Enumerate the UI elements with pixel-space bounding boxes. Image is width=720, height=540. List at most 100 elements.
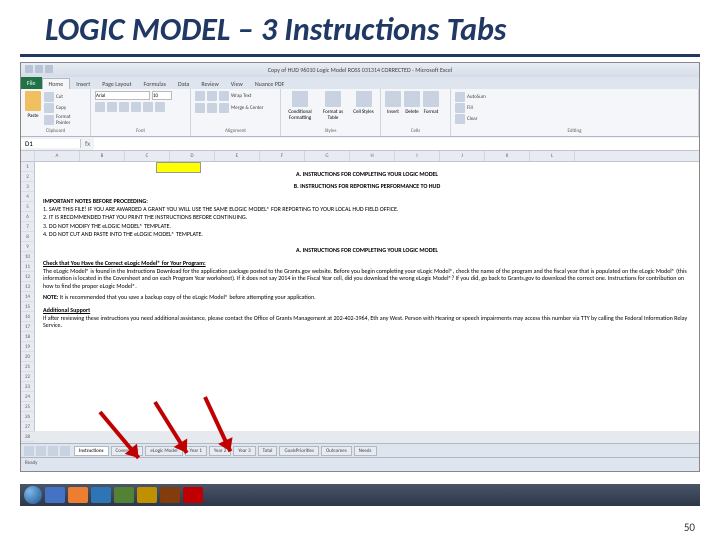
- row-header[interactable]: 12: [21, 272, 34, 282]
- col-header[interactable]: L: [530, 151, 575, 161]
- fill-button[interactable]: Fill: [455, 103, 694, 113]
- conditional-formatting-icon[interactable]: [292, 91, 308, 107]
- taskbar-app-icon[interactable]: [137, 487, 157, 503]
- sheet-tab[interactable]: Total: [258, 446, 278, 456]
- tab-view[interactable]: View: [225, 79, 249, 89]
- border-icon[interactable]: [131, 102, 141, 112]
- taskbar-app-icon[interactable]: [91, 487, 111, 503]
- row-header[interactable]: 9: [21, 242, 34, 252]
- cells-area[interactable]: ABCDEFGHIJKL 123456789101112131415161718…: [21, 151, 699, 431]
- tab-insert[interactable]: Insert: [70, 79, 96, 89]
- wrap-text-button[interactable]: Wrap Text: [231, 92, 251, 100]
- row-header[interactable]: 1: [21, 162, 34, 172]
- insert-cells-icon[interactable]: [385, 91, 401, 107]
- row-header[interactable]: 11: [21, 262, 34, 272]
- col-header[interactable]: F: [260, 151, 305, 161]
- row-header[interactable]: 23: [21, 382, 34, 392]
- col-header[interactable]: C: [125, 151, 170, 161]
- tab-data[interactable]: Data: [172, 79, 195, 89]
- tab-home[interactable]: Home: [42, 78, 71, 89]
- autosum-button[interactable]: AutoSum: [455, 92, 694, 102]
- cell-styles-icon[interactable]: [356, 91, 372, 107]
- col-header[interactable]: H: [350, 151, 395, 161]
- sheet-tab[interactable]: GoalsPriorities: [279, 446, 319, 456]
- taskbar-app-icon[interactable]: [183, 487, 203, 503]
- row-header[interactable]: 10: [21, 252, 34, 262]
- tab-page-layout[interactable]: Page Layout: [96, 79, 137, 89]
- align-top-icon[interactable]: [195, 91, 205, 101]
- row-header[interactable]: 16: [21, 312, 34, 322]
- row-header[interactable]: 19: [21, 342, 34, 352]
- last-sheet-icon[interactable]: [60, 446, 70, 456]
- row-header[interactable]: 3: [21, 182, 34, 192]
- row-header[interactable]: 24: [21, 392, 34, 402]
- copy-button[interactable]: Copy: [44, 103, 86, 113]
- start-button[interactable]: [24, 486, 42, 504]
- col-header[interactable]: B: [80, 151, 125, 161]
- row-header[interactable]: 4: [21, 192, 34, 202]
- align-right-icon[interactable]: [219, 103, 229, 113]
- row-header[interactable]: 25: [21, 402, 34, 412]
- undo-icon[interactable]: [35, 65, 43, 73]
- row-header[interactable]: 14: [21, 292, 34, 302]
- col-header[interactable]: K: [485, 151, 530, 161]
- delete-cells-icon[interactable]: [404, 91, 420, 107]
- taskbar-app-icon[interactable]: [68, 487, 88, 503]
- col-header[interactable]: I: [395, 151, 440, 161]
- font-color-icon[interactable]: [155, 102, 165, 112]
- name-box[interactable]: D1: [21, 139, 81, 148]
- col-header[interactable]: [21, 151, 35, 161]
- first-sheet-icon[interactable]: [24, 446, 34, 456]
- col-header[interactable]: J: [440, 151, 485, 161]
- format-cells-icon[interactable]: [423, 91, 439, 107]
- align-bottom-icon[interactable]: [219, 91, 229, 101]
- col-header[interactable]: E: [215, 151, 260, 161]
- italic-icon[interactable]: [107, 102, 117, 112]
- tab-nuance[interactable]: Nuance PDF: [249, 79, 290, 89]
- row-header[interactable]: 27: [21, 422, 34, 432]
- cut-button[interactable]: Cut: [44, 92, 86, 102]
- next-sheet-icon[interactable]: [48, 446, 58, 456]
- row-header[interactable]: 26: [21, 412, 34, 422]
- taskbar-app-icon[interactable]: [160, 487, 180, 503]
- taskbar-app-icon[interactable]: [45, 487, 65, 503]
- row-header[interactable]: 2: [21, 172, 34, 182]
- file-tab[interactable]: File: [21, 77, 42, 89]
- fill-color-icon[interactable]: [143, 102, 153, 112]
- bold-icon[interactable]: [95, 102, 105, 112]
- merge-button[interactable]: Merge & Center: [231, 104, 264, 112]
- redo-icon[interactable]: [45, 65, 53, 73]
- row-header[interactable]: 22: [21, 372, 34, 382]
- row-header[interactable]: 13: [21, 282, 34, 292]
- sheet-tab[interactable]: Needs: [354, 446, 377, 456]
- row-header[interactable]: 5: [21, 202, 34, 212]
- formula-bar[interactable]: [94, 138, 699, 150]
- prev-sheet-icon[interactable]: [36, 446, 46, 456]
- taskbar-app-icon[interactable]: [114, 487, 134, 503]
- row-header[interactable]: 21: [21, 362, 34, 372]
- col-header[interactable]: G: [305, 151, 350, 161]
- col-header[interactable]: D: [170, 151, 215, 161]
- paste-icon[interactable]: [25, 91, 41, 111]
- row-header[interactable]: 28: [21, 432, 34, 442]
- underline-icon[interactable]: [119, 102, 129, 112]
- align-left-icon[interactable]: [195, 103, 205, 113]
- row-header[interactable]: 18: [21, 332, 34, 342]
- row-header[interactable]: 15: [21, 302, 34, 312]
- row-header[interactable]: 8: [21, 232, 34, 242]
- sheet-tab[interactable]: Instructions: [74, 446, 109, 456]
- row-header[interactable]: 17: [21, 322, 34, 332]
- format-table-icon[interactable]: [325, 91, 341, 107]
- row-header[interactable]: 7: [21, 222, 34, 232]
- font-select[interactable]: [95, 91, 150, 100]
- row-header[interactable]: 6: [21, 212, 34, 222]
- clear-button[interactable]: Clear: [455, 114, 694, 124]
- col-header[interactable]: A: [35, 151, 80, 161]
- save-icon[interactable]: [25, 65, 33, 73]
- tab-formulas[interactable]: Formulas: [138, 79, 172, 89]
- align-center-icon[interactable]: [207, 103, 217, 113]
- fx-label[interactable]: fx: [81, 139, 94, 148]
- sheet-tab[interactable]: Outcomes: [321, 446, 352, 456]
- align-middle-icon[interactable]: [207, 91, 217, 101]
- format-painter-button[interactable]: Format Painter: [44, 114, 86, 126]
